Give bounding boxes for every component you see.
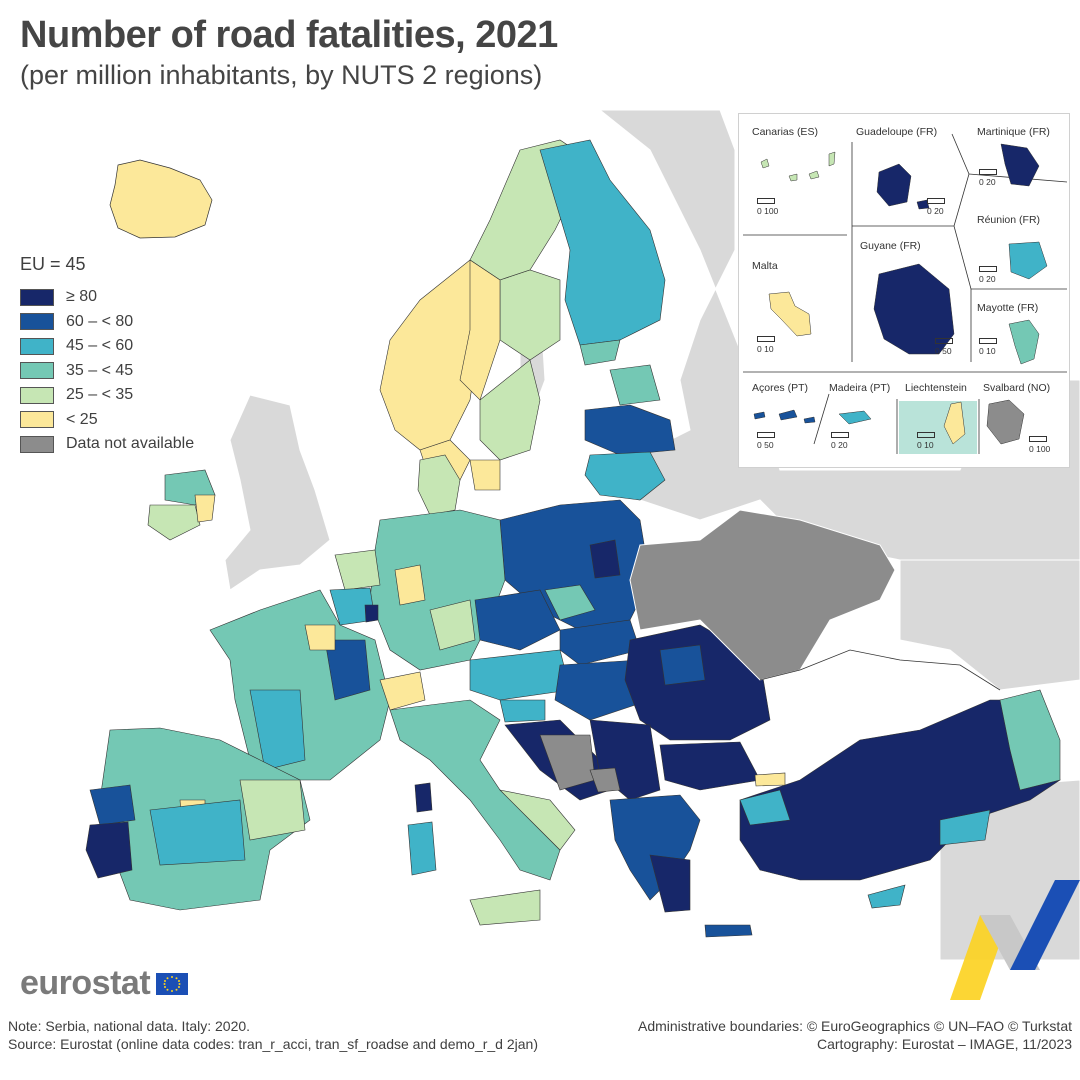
logo-text: eurostat (20, 964, 151, 1002)
scale-bar: 0 20 (927, 198, 945, 216)
inset-panel: Canarias (ES) Guadeloupe (FR) Martinique… (738, 113, 1070, 468)
region-data-not-available (629, 509, 896, 681)
region-benelux (329, 549, 381, 626)
credits-cartography: Cartography: Eurostat – IMAGE, 11/2023 (817, 1036, 1072, 1052)
legend-swatch (20, 288, 54, 306)
legend: EU = 45 ≥ 80 60 – < 80 45 – < 60 35 – < … (20, 254, 194, 457)
inset-label-svalbard: Svalbard (NO) (983, 382, 1051, 394)
region-switzerland (379, 671, 426, 711)
legend-item: Data not available (20, 432, 194, 457)
source-text: Source: Eurostat (online data codes: tra… (8, 1036, 538, 1052)
region-iberia (85, 727, 311, 911)
legend-swatch (20, 435, 54, 453)
note-text: Note: Serbia, national data. Italy: 2020… (8, 1018, 251, 1034)
legend-label: Data not available (66, 435, 195, 453)
scale-bar: 0 50 (935, 338, 953, 356)
legend-label: 35 – < 45 (66, 361, 134, 379)
inset-label-malta: Malta (752, 260, 778, 272)
legend-item: 60 – < 80 (20, 310, 194, 335)
coastline (759, 649, 1001, 691)
europe-map (85, 109, 1080, 961)
scale-bar: 0 10 (757, 336, 775, 354)
inset-label-acores: Açores (PT) (752, 382, 809, 394)
legend-label: 60 – < 80 (66, 312, 134, 330)
scale-bar: 0 50 (757, 432, 775, 450)
region-balkans (504, 719, 661, 801)
legend-label: < 25 (66, 410, 98, 428)
scale-bar: 0 20 (979, 169, 997, 187)
eu-flag-icon (156, 972, 189, 995)
legend-item: ≥ 80 (20, 285, 194, 310)
scale-bar: 0 20 (831, 432, 849, 450)
map-title: Number of road fatalities, 2021 (20, 14, 558, 56)
inset-dividers (743, 133, 1068, 454)
region-finland (539, 139, 666, 366)
inset-label-madeira: Madeira (PT) (829, 382, 891, 394)
legend-label: ≥ 80 (66, 288, 98, 306)
legend-label: 25 – < 35 (66, 386, 134, 404)
inset-label-guadeloupe: Guadeloupe (FR) (856, 126, 938, 138)
region-germany (369, 509, 506, 671)
region-baltics (584, 364, 676, 501)
region-ireland (147, 469, 216, 541)
region-iceland (109, 159, 213, 239)
inset-label-canarias: Canarias (ES) (752, 126, 818, 138)
region-denmark (417, 454, 461, 516)
legend-item: 45 – < 60 (20, 334, 194, 359)
region-cyprus (867, 884, 906, 909)
eurostat-logo: eurostat (20, 964, 189, 1003)
scale-bar: 0 100 (757, 198, 778, 216)
region-sweden (459, 259, 561, 491)
legend-swatch (20, 362, 54, 380)
legend-swatch (20, 411, 54, 429)
credits-boundaries: Administrative boundaries: © EuroGeograp… (637, 1018, 1072, 1034)
scale-bar: 0 20 (979, 266, 997, 284)
legend-swatch (20, 386, 54, 404)
inset-label-martinique: Martinique (FR) (977, 126, 1050, 138)
credits: Administrative boundaries: © EuroGeograp… (638, 1017, 1072, 1053)
legend-item: < 25 (20, 408, 194, 433)
eurostat-corner-graphic (950, 880, 1080, 1000)
legend-label: 45 – < 60 (66, 337, 134, 355)
footnote: Note: Serbia, national data. Italy: 2020… (8, 1017, 558, 1053)
scale-bar: 0 100 (1029, 436, 1050, 454)
inset-label-mayotte: Mayotte (FR) (977, 302, 1039, 314)
legend-swatch (20, 337, 54, 355)
map-subtitle: (per million inhabitants, by NUTS 2 regi… (20, 60, 543, 90)
legend-item: 35 – < 45 (20, 359, 194, 384)
inset-label-guyane: Guyane (FR) (860, 240, 921, 252)
legend-item: 25 – < 35 (20, 383, 194, 408)
legend-swatch (20, 313, 54, 331)
region-greece (609, 794, 753, 938)
inset-label-liechtenstein: Liechtenstein (905, 382, 967, 394)
legend-title: EU = 45 (20, 254, 86, 274)
scale-bar: 0 10 (917, 432, 935, 450)
region-turkey (739, 689, 1061, 881)
region-france (209, 589, 391, 781)
region-italy (389, 699, 576, 926)
scale-bar: 0 10 (979, 338, 997, 356)
inset-label-reunion: Réunion (FR) (977, 214, 1041, 226)
